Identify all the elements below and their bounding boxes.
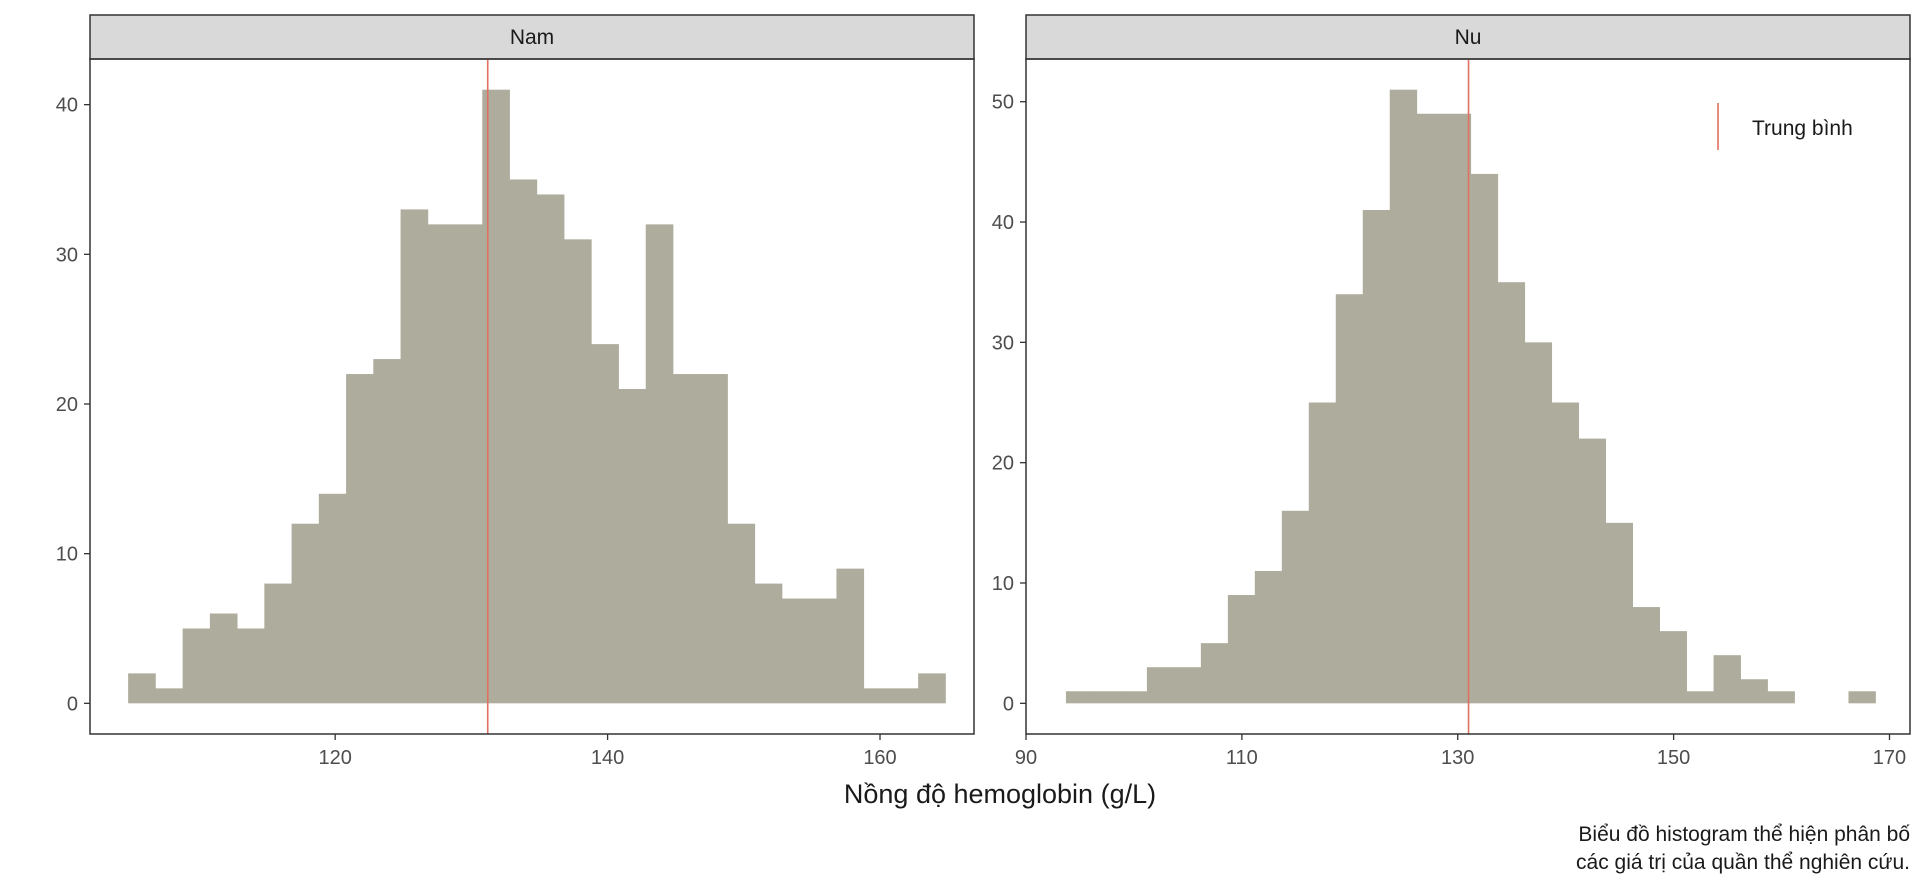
histogram-bar xyxy=(1524,342,1553,704)
x-tick-label: 120 xyxy=(318,747,351,769)
histogram-bar xyxy=(400,209,429,704)
x-tick-label: 140 xyxy=(591,747,624,769)
y-tick-label: 10 xyxy=(992,573,1014,595)
panel-border xyxy=(1025,58,1911,735)
histogram-bar xyxy=(1578,438,1607,704)
strip-label-nam: Nam xyxy=(510,26,554,49)
histogram-bar xyxy=(1281,510,1310,704)
histogram-bar xyxy=(863,688,892,704)
histogram-bar xyxy=(237,628,265,704)
histogram-bar xyxy=(591,344,619,704)
histogram-bar xyxy=(1632,607,1660,704)
histogram-bar xyxy=(291,523,320,704)
histogram-bar xyxy=(645,224,674,704)
histogram-bar xyxy=(1200,643,1229,704)
histogram-bar xyxy=(1362,210,1391,704)
histogram-bar xyxy=(1497,282,1526,704)
histogram-bar xyxy=(455,224,483,704)
legend-label: Trung bình xyxy=(1752,117,1853,140)
histogram-bar xyxy=(809,598,837,704)
caption-line: các giá trị của quần thể nghiên cứu. xyxy=(1576,851,1910,874)
y-tick-label: 30 xyxy=(56,244,78,266)
histogram-bar xyxy=(509,179,538,704)
y-tick-label: 30 xyxy=(992,332,1014,354)
histogram-bar xyxy=(700,374,728,704)
x-tick-label: 170 xyxy=(1873,747,1906,769)
histogram-bar xyxy=(1767,691,1795,704)
histogram-bar xyxy=(1308,402,1337,704)
strip-nu xyxy=(1025,14,1911,60)
histogram-bar xyxy=(1686,691,1714,704)
x-tick-label: 160 xyxy=(863,747,896,769)
histogram-bar xyxy=(1605,522,1634,704)
y-tick-label: 40 xyxy=(56,95,78,117)
y-tick-label: 10 xyxy=(56,544,78,566)
y-tick-label: 50 xyxy=(992,92,1014,114)
histogram-bar xyxy=(1443,113,1472,704)
histogram-bar xyxy=(918,673,946,704)
histogram-bar xyxy=(1740,679,1768,704)
histogram-bar xyxy=(1092,691,1121,704)
caption-line: Biểu đồ histogram thể hiện phân bố xyxy=(1578,823,1910,846)
histogram-bar xyxy=(1146,667,1175,704)
histogram-bar xyxy=(1470,173,1499,704)
histogram-bar xyxy=(482,89,510,704)
histogram-bar xyxy=(618,389,647,704)
histogram-bar xyxy=(264,583,292,704)
histogram-bar xyxy=(427,224,456,704)
histogram-bar xyxy=(1551,402,1580,704)
y-tick-label: 40 xyxy=(992,212,1014,234)
histogram-bar xyxy=(182,628,211,704)
histogram-bar xyxy=(1335,294,1364,704)
histogram-bar xyxy=(128,673,156,704)
histogram-bar xyxy=(754,583,783,704)
x-tick-label: 130 xyxy=(1441,747,1474,769)
y-tick-label: 20 xyxy=(992,453,1014,475)
histogram-bar xyxy=(1173,667,1202,704)
histogram-bar xyxy=(536,194,565,704)
y-tick-label: 20 xyxy=(56,394,78,416)
histogram-bar xyxy=(672,374,701,704)
histogram-bar xyxy=(564,239,592,704)
x-axis-title: Nồng độ hemoglobin (g/L) xyxy=(844,779,1156,809)
y-tick-label: 0 xyxy=(1003,693,1014,715)
panel-border xyxy=(89,58,975,735)
x-tick-label: 110 xyxy=(1226,747,1258,769)
x-tick-label: 90 xyxy=(1015,747,1037,769)
x-tick-label: 150 xyxy=(1657,747,1690,769)
histogram-bar xyxy=(1227,595,1256,704)
strip-nam xyxy=(89,14,975,60)
histogram-bar xyxy=(1659,631,1687,704)
histogram-bar xyxy=(155,688,184,704)
histogram-bar xyxy=(1389,89,1418,704)
histogram-bar xyxy=(1254,570,1283,704)
histogram-bar xyxy=(209,613,238,704)
y-tick-label: 0 xyxy=(67,693,78,715)
histogram-bar xyxy=(318,493,347,704)
histogram-bar xyxy=(1416,113,1445,704)
histogram-bar xyxy=(727,523,756,704)
histogram-bar xyxy=(1713,655,1741,704)
strip-label-nu: Nu xyxy=(1455,26,1482,49)
histogram-bar xyxy=(346,374,374,704)
histogram-bar xyxy=(836,568,865,704)
histogram-bar xyxy=(1065,691,1094,704)
histogram-bar xyxy=(1848,691,1876,704)
histogram-bar xyxy=(373,359,401,704)
histogram-bar xyxy=(890,688,919,704)
histogram-bar xyxy=(781,598,810,704)
histogram-bar xyxy=(1119,691,1148,704)
